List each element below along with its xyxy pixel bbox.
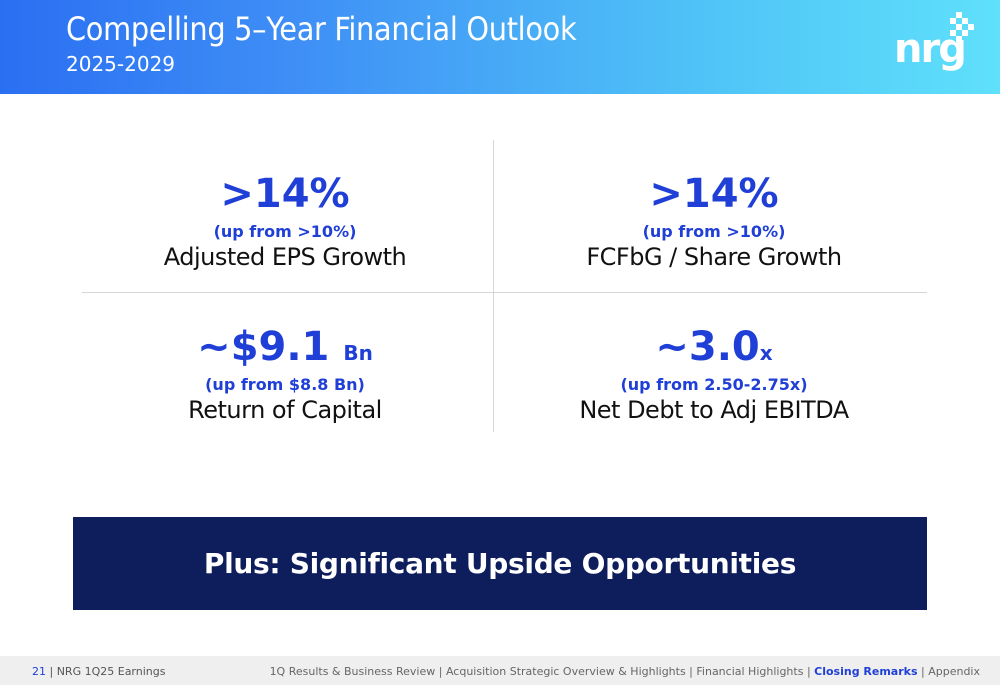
logo-pixel-icon [950, 12, 974, 42]
metric-value: ~$9.1 [197, 324, 330, 370]
footer-left: 21 | NRG 1Q25 Earnings [32, 665, 165, 678]
slide-header: Compelling 5–Year Financial Outlook 2025… [0, 0, 1000, 94]
nav-section-results[interactable]: 1Q Results & Business Review [269, 665, 436, 678]
metric-label: Adjusted EPS Growth [163, 243, 407, 271]
metric-prior-value: (up from >10%) [642, 222, 786, 241]
nav-separator: | [685, 665, 697, 678]
grid-divider-horizontal [82, 292, 927, 293]
metric-return-of-capital: ~$9.1 Bn (up from $8.8 Bn) Return of Cap… [75, 325, 495, 425]
slide-subtitle: 2025-2029 [66, 52, 176, 76]
upside-banner: Plus: Significant Upside Opportunities [73, 517, 927, 610]
nrg-logo: nrg [890, 12, 980, 82]
footer-section-nav: 1Q Results & Business Review | Acquisiti… [270, 665, 980, 678]
nav-section-acquisition[interactable]: Acquisition Strategic Overview & Highlig… [445, 665, 686, 678]
grid-divider-vertical [493, 140, 494, 432]
metric-value: ~3.0 [655, 324, 760, 370]
metric-fcfbg-share-growth: >14% (up from >10%) FCFbG / Share Growth [504, 172, 924, 272]
nav-section-appendix[interactable]: Appendix [928, 665, 980, 678]
slide-title: Compelling 5–Year Financial Outlook [66, 10, 577, 48]
metric-value: >14% [649, 171, 779, 217]
slide-footer: 21 | NRG 1Q25 Earnings 1Q Results & Busi… [0, 656, 1000, 685]
nav-separator: | [435, 665, 446, 678]
deck-name: | NRG 1Q25 Earnings [49, 665, 166, 678]
metric-label: Net Debt to Adj EBITDA [579, 396, 849, 424]
nav-separator: | [803, 665, 815, 678]
metric-unit: x [759, 341, 773, 365]
nav-section-closing-remarks[interactable]: Closing Remarks [814, 665, 918, 678]
metric-label: FCFbG / Share Growth [586, 243, 842, 271]
metric-value: >14% [220, 171, 350, 217]
metric-label: Return of Capital [188, 396, 382, 424]
metric-adjusted-eps-growth: >14% (up from >10%) Adjusted EPS Growth [75, 172, 495, 272]
metric-prior-value: (up from $8.8 Bn) [205, 375, 365, 394]
metric-unit: Bn [343, 341, 373, 365]
metric-prior-value: (up from >10%) [213, 222, 357, 241]
banner-text: Plus: Significant Upside Opportunities [203, 547, 797, 580]
metric-net-debt-to-adj-ebitda: ~3.0x (up from 2.50-2.75x) Net Debt to A… [504, 325, 924, 425]
nav-separator: | [917, 665, 929, 678]
page-number: 21 [32, 665, 46, 678]
nav-section-financial-highlights[interactable]: Financial Highlights [696, 665, 804, 678]
metric-prior-value: (up from 2.50-2.75x) [620, 375, 808, 394]
